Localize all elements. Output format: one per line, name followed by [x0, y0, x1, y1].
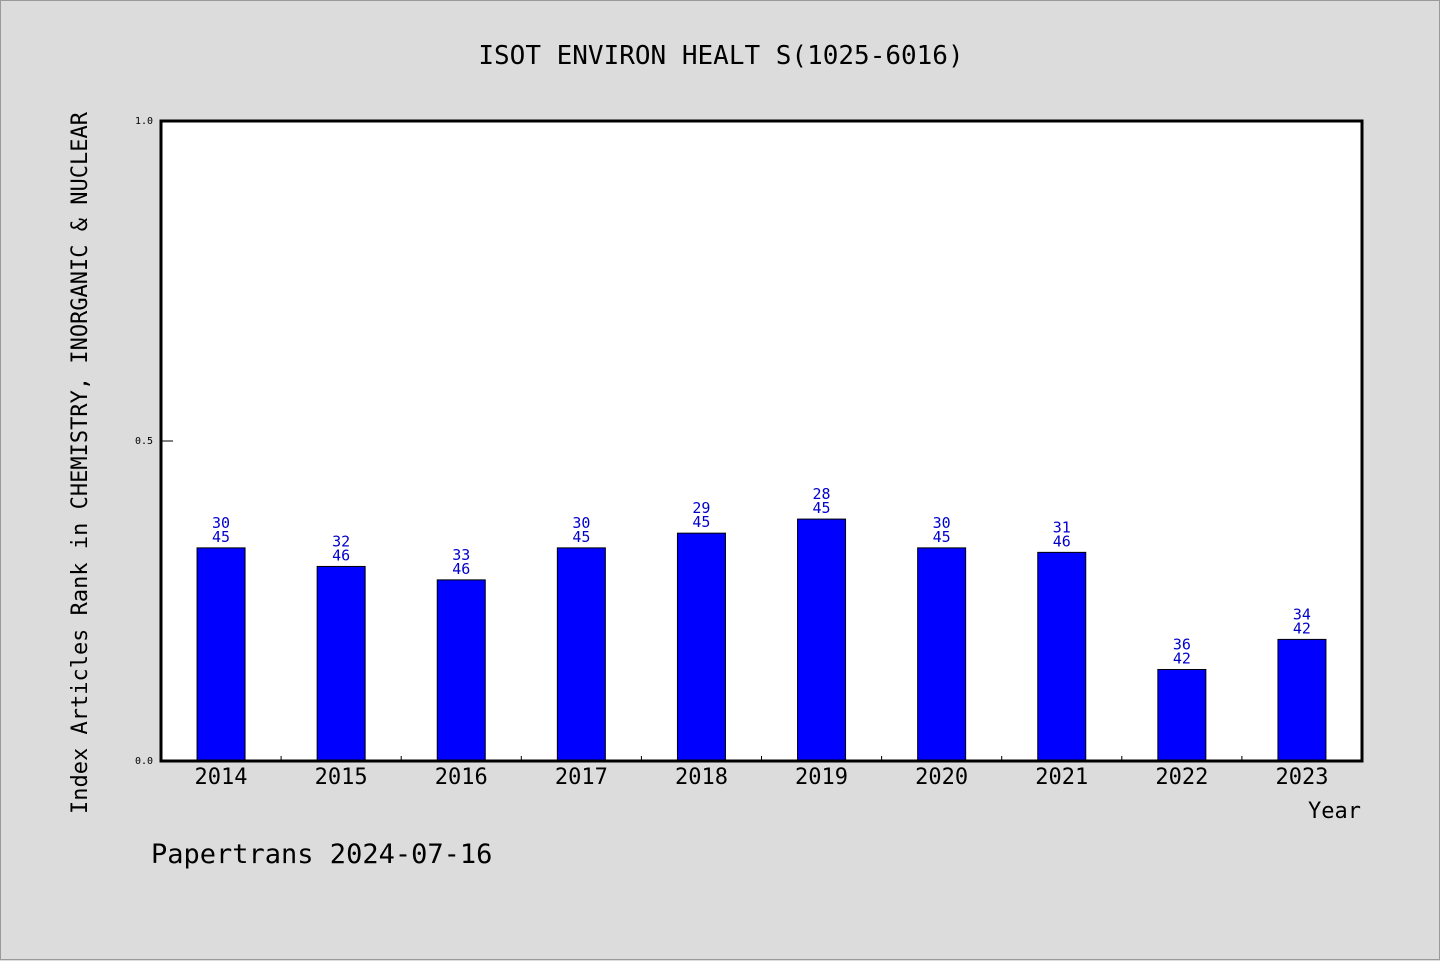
bar-label-total: 45 — [933, 528, 951, 546]
bar-label-rank: 36 — [1173, 635, 1191, 653]
bar-label-total: 46 — [332, 546, 350, 564]
chart-title: ISOT ENVIRON HEALT S(1025-6016) — [478, 41, 963, 71]
bar — [1157, 668, 1207, 762]
x-tick-label: 2016 — [435, 765, 488, 790]
x-tick-label: 2022 — [1155, 765, 1208, 790]
bar-label-rank: 30 — [933, 514, 951, 532]
bar-label-rank: 30 — [212, 514, 230, 532]
footer-credit: Papertrans 2024-07-16 — [151, 839, 492, 870]
y-tick-label: 0.5 — [135, 436, 153, 447]
y-axis-label: Index Articles Rank in CHEMISTRY, INORGA… — [68, 111, 93, 814]
y-tick-label: 0.0 — [135, 756, 153, 767]
bar — [556, 547, 606, 762]
x-tick-label: 2018 — [675, 765, 728, 790]
x-tick-label: 2021 — [1035, 765, 1088, 790]
x-tick-label: 2017 — [555, 765, 608, 790]
bar-label-rank: 31 — [1053, 518, 1071, 536]
bar — [436, 579, 486, 762]
x-tick-label: 2020 — [915, 765, 968, 790]
bar-label-rank: 29 — [692, 499, 710, 517]
bar-label-total: 45 — [692, 513, 710, 531]
bar — [917, 547, 967, 762]
bar — [196, 547, 246, 762]
x-axis-label: Year — [1308, 799, 1361, 824]
x-tick-label: 2015 — [315, 765, 368, 790]
plot-border — [159, 119, 1364, 763]
chart-marks: 0.00.51.03045201432462015334620163045201… — [135, 116, 1329, 790]
bar-label-rank: 33 — [452, 546, 470, 564]
bar-label-total: 45 — [572, 528, 590, 546]
bar-label-rank: 34 — [1293, 605, 1311, 623]
bar-label-rank: 30 — [572, 514, 590, 532]
bar-label-rank: 28 — [813, 485, 831, 503]
x-tick-label: 2019 — [795, 765, 848, 790]
bar-label-total: 45 — [212, 528, 230, 546]
bar — [1277, 638, 1327, 762]
bar-label-total: 42 — [1173, 649, 1191, 667]
bar — [316, 565, 366, 762]
bar — [797, 518, 847, 762]
bar — [1037, 551, 1087, 762]
bar-label-total: 42 — [1293, 619, 1311, 637]
bar-label-total: 46 — [1053, 532, 1071, 550]
x-tick-label: 2014 — [195, 765, 248, 790]
bar — [676, 532, 726, 762]
bar-label-total: 46 — [452, 560, 470, 578]
bar-label-total: 45 — [813, 499, 831, 517]
y-tick-label: 1.0 — [135, 116, 153, 127]
x-tick-label: 2023 — [1275, 765, 1328, 790]
bar-label-rank: 32 — [332, 532, 350, 550]
